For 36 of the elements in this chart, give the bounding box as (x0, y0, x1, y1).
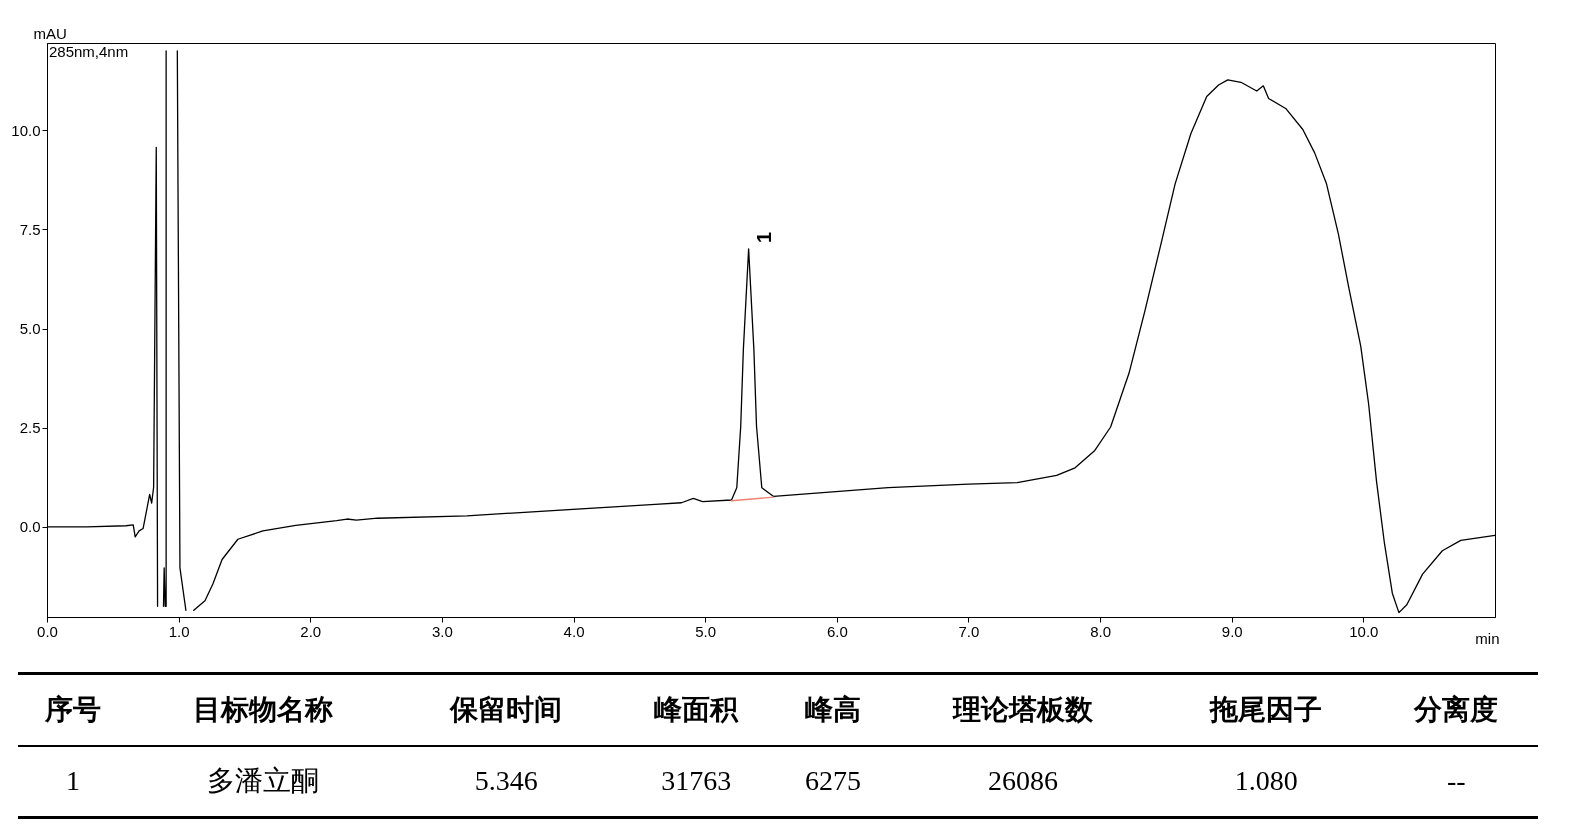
text: 保留时间 (397, 673, 615, 746)
text: 目标物名称 (128, 673, 398, 746)
x-tick-label: 10.0 (1349, 622, 1379, 640)
text: 6275 (777, 745, 889, 818)
text: 理论塔板数 (888, 673, 1158, 746)
annotation: 285nm,4nm (49, 43, 129, 60)
text: 1.080 (1157, 745, 1375, 818)
text: 1 (18, 745, 129, 818)
x-tick-label: 8.0 (1090, 622, 1112, 640)
x-tick-label: 2.0 (300, 622, 322, 640)
annotation: 1 (752, 231, 775, 243)
y-tick-label: 0.0 (19, 518, 41, 536)
x-tick-label: 9.0 (1221, 622, 1243, 640)
text: 分离度 (1374, 673, 1538, 746)
y-axis-title: mAU (33, 24, 67, 42)
x-tick-label: 3.0 (431, 622, 453, 640)
x-tick-label: 6.0 (826, 622, 848, 640)
y-tick-label: 7.5 (19, 220, 41, 238)
y-tick-label: 2.5 (19, 419, 41, 437)
x-tick-label: 5.0 (695, 622, 717, 640)
x-tick-label: 7.0 (958, 622, 980, 640)
y-tick-label: 5.0 (19, 320, 41, 338)
x-tick-label: 4.0 (563, 622, 585, 640)
x-tick-label: 1.0 (168, 622, 190, 640)
y-tick-label: 10.0 (11, 121, 41, 139)
text: 峰高 (777, 673, 889, 746)
x-tick-label: 0.0 (37, 622, 58, 640)
text: 峰面积 (614, 673, 778, 746)
text: 多潘立酮 (128, 745, 398, 818)
text: 31763 (614, 745, 778, 818)
text: 拖尾因子 (1157, 673, 1375, 746)
text: -- (1374, 745, 1538, 818)
text: 序号 (18, 673, 129, 746)
text: 26086 (888, 745, 1158, 818)
x-axis-title: min (1475, 629, 1500, 647)
text: 5.346 (397, 745, 615, 818)
